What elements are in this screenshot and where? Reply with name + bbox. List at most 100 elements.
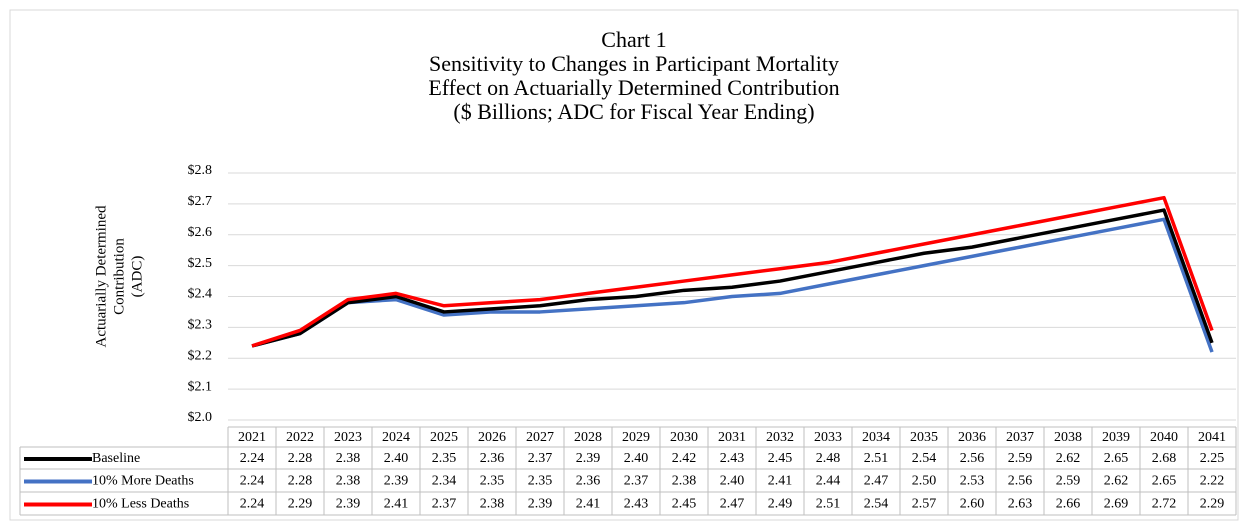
table-value: 2.60 [960,497,985,512]
x-tick-label: 2025 [430,430,458,445]
chart-title: Sensitivity to Changes in Participant Mo… [429,51,839,76]
x-tick-label: 2034 [862,430,890,445]
table-value: 2.36 [576,474,601,489]
y-tick-label: $2.7 [188,194,213,209]
x-tick-label: 2041 [1198,430,1226,445]
table-value: 2.44 [816,474,841,489]
table-value: 2.37 [432,497,457,512]
table-value: 2.40 [384,451,409,466]
legend-label: 10% Less Deaths [92,497,189,512]
table-value: 2.36 [480,451,505,466]
x-tick-label: 2027 [526,430,554,445]
table-value: 2.45 [672,497,697,512]
table-value: 2.39 [336,497,361,512]
table-value: 2.65 [1152,474,1177,489]
y-tick-label: $2.8 [188,163,213,178]
y-axis-label: Contribution [111,238,127,315]
chart-title: Chart 1 [601,27,666,52]
table-value: 2.41 [384,497,409,512]
x-tick-label: 2024 [382,430,410,445]
x-tick-label: 2038 [1054,430,1082,445]
table-value: 2.50 [912,474,937,489]
table-value: 2.72 [1152,497,1177,512]
table-value: 2.38 [672,474,697,489]
table-value: 2.45 [768,451,793,466]
table-value: 2.59 [1008,451,1033,466]
table-value: 2.62 [1104,474,1129,489]
table-value: 2.47 [864,474,889,489]
x-tick-label: 2023 [334,430,362,445]
x-tick-label: 2030 [670,430,698,445]
table-value: 2.37 [528,451,553,466]
y-axis-label: (ADC) [129,256,145,298]
table-value: 2.40 [720,474,745,489]
y-axis-label: Actuarially Determined [93,205,109,348]
table-value: 2.48 [816,451,841,466]
table-value: 2.43 [720,451,745,466]
x-tick-label: 2022 [286,430,314,445]
y-tick-label: $2.6 [188,225,213,240]
table-value: 2.24 [240,497,265,512]
table-value: 2.38 [480,497,505,512]
y-tick-label: $2.3 [188,318,213,333]
legend-label: 10% More Deaths [92,474,194,489]
y-tick-label: $2.5 [188,256,213,271]
table-value: 2.56 [960,451,985,466]
table-value: 2.35 [432,451,457,466]
table-value: 2.51 [816,497,841,512]
x-tick-label: 2033 [814,430,842,445]
table-value: 2.35 [480,474,505,489]
table-value: 2.47 [720,497,745,512]
table-value: 2.38 [336,474,361,489]
table-value: 2.38 [336,451,361,466]
table-value: 2.49 [768,497,793,512]
table-value: 2.28 [288,474,313,489]
table-value: 2.43 [624,497,649,512]
table-value: 2.59 [1056,474,1081,489]
x-tick-label: 2031 [718,430,746,445]
table-value: 2.66 [1056,497,1081,512]
table-value: 2.42 [672,451,697,466]
table-value: 2.54 [864,497,889,512]
y-tick-label: $2.4 [188,287,213,302]
x-tick-label: 2028 [574,430,602,445]
table-value: 2.24 [240,474,265,489]
table-value: 2.62 [1056,451,1081,466]
table-value: 2.63 [1008,497,1033,512]
x-tick-label: 2036 [958,430,986,445]
table-value: 2.41 [768,474,793,489]
table-value: 2.54 [912,451,937,466]
y-tick-label: $2.1 [188,379,213,394]
x-tick-label: 2029 [622,430,650,445]
table-value: 2.39 [528,497,553,512]
table-value: 2.53 [960,474,985,489]
x-tick-label: 2032 [766,430,794,445]
x-tick-label: 2040 [1150,430,1178,445]
table-value: 2.69 [1104,497,1129,512]
table-value: 2.29 [288,497,313,512]
y-tick-label: $2.2 [188,348,213,363]
series-line [251,208,1214,348]
table-value: 2.57 [912,497,937,512]
table-value: 2.65 [1104,451,1129,466]
table-value: 2.22 [1200,474,1225,489]
table-value: 2.56 [1008,474,1033,489]
chart-title: ($ Billions; ADC for Fiscal Year Ending) [453,99,814,124]
table-value: 2.29 [1200,497,1225,512]
table-value: 2.68 [1152,451,1177,466]
chart-border [9,9,1239,521]
series-line [251,217,1214,353]
table-value: 2.24 [240,451,265,466]
table-value: 2.40 [624,451,649,466]
y-tick-label: $2.0 [188,410,213,425]
table-value: 2.41 [576,497,601,512]
table-value: 2.51 [864,451,889,466]
table-value: 2.34 [432,474,457,489]
table-value: 2.35 [528,474,553,489]
x-tick-label: 2039 [1102,430,1130,445]
x-tick-label: 2037 [1006,430,1034,445]
table-value: 2.25 [1200,451,1225,466]
table-value: 2.39 [384,474,409,489]
chart-title: Effect on Actuarially Determined Contrib… [428,75,839,100]
